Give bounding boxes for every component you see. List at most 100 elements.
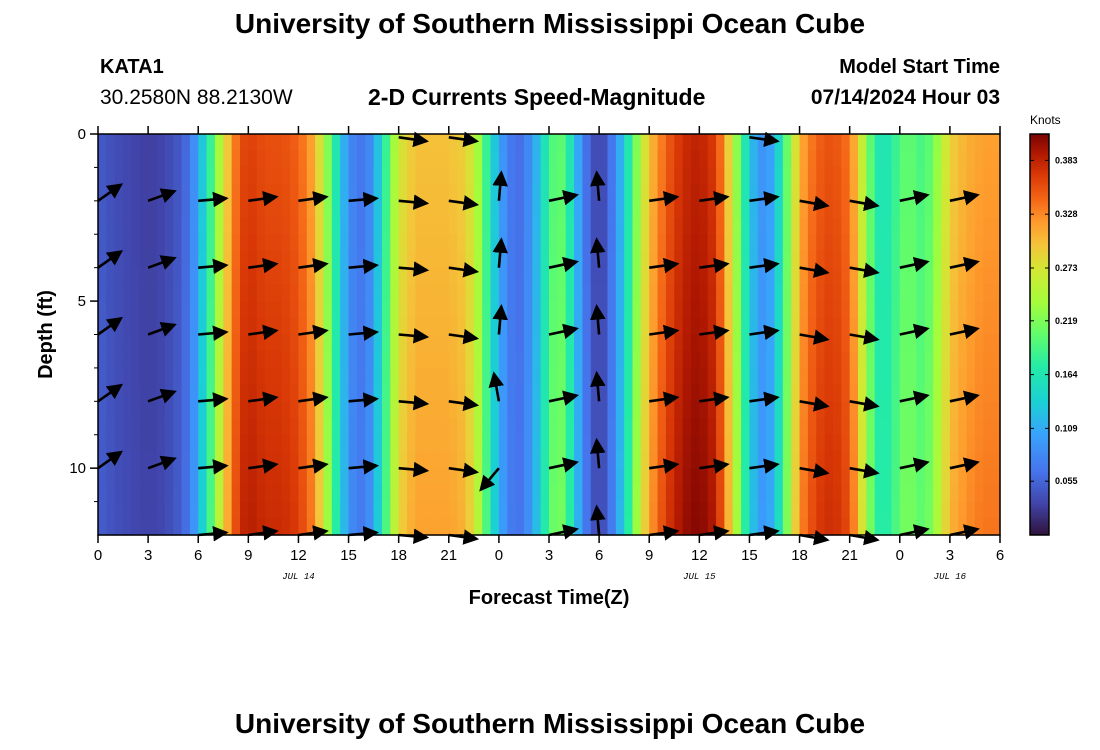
heatmap-cell — [340, 250, 350, 269]
heatmap-cell — [448, 484, 458, 503]
heatmap-cell — [916, 150, 926, 169]
heatmap-cell — [941, 384, 951, 402]
heatmap-cell — [540, 451, 550, 469]
heatmap-cell — [624, 518, 634, 536]
heatmap-cell — [206, 150, 216, 169]
heatmap-cell — [423, 250, 433, 269]
heatmap-cell — [248, 351, 258, 369]
heatmap-cell — [490, 451, 500, 469]
heatmap-cell — [239, 200, 249, 219]
current-vector — [448, 395, 480, 412]
heatmap-cell — [281, 267, 291, 285]
heatmap-cell — [791, 334, 801, 352]
heatmap-cell — [139, 418, 149, 436]
heatmap-cell — [690, 150, 700, 169]
heatmap-cell — [490, 351, 500, 369]
heatmap-cell — [290, 150, 300, 169]
heatmap-cell — [298, 367, 308, 386]
current-vector — [799, 329, 830, 345]
heatmap-cell — [423, 484, 433, 503]
heatmap-cell — [273, 334, 283, 352]
heatmap-cell — [98, 284, 107, 302]
heatmap-cell — [440, 484, 450, 503]
heatmap-cell — [866, 384, 876, 402]
heatmap-cell — [423, 418, 433, 436]
heatmap-cell — [231, 401, 241, 419]
heatmap-cell — [265, 200, 274, 219]
heatmap-cell — [782, 518, 792, 536]
heatmap-cell — [908, 334, 918, 352]
heatmap-cell — [298, 134, 308, 152]
heatmap-cell — [440, 217, 450, 235]
heatmap-cell — [381, 367, 391, 386]
heatmap-cell — [223, 501, 233, 519]
heatmap-cell — [432, 418, 442, 436]
heatmap-cell — [281, 468, 291, 486]
heatmap-cell — [398, 451, 408, 469]
heatmap-cell — [682, 167, 692, 185]
heatmap-cell — [265, 334, 274, 352]
heatmap-cell — [590, 468, 600, 486]
heatmap-cell — [206, 351, 216, 369]
heatmap-cell — [941, 217, 951, 235]
heatmap-cell — [649, 434, 659, 453]
current-vector — [548, 457, 579, 473]
heatmap-cell — [507, 334, 517, 352]
heatmap-cell — [131, 150, 141, 169]
heatmap-cell — [214, 401, 224, 419]
heatmap-cell — [331, 501, 341, 519]
heatmap-cell — [574, 334, 584, 352]
heatmap-cell — [106, 351, 116, 369]
heatmap-cell — [757, 334, 767, 352]
heatmap-cell — [941, 301, 951, 319]
heatmap-cell — [565, 134, 575, 152]
heatmap-cell — [407, 351, 416, 369]
heatmap-cell — [565, 267, 575, 285]
heatmap-cell — [607, 234, 617, 252]
heatmap-cell — [407, 384, 416, 402]
heatmap-cell — [791, 451, 801, 469]
heatmap-cell — [231, 317, 241, 336]
heatmap-cell — [331, 351, 341, 369]
heatmap-cell — [306, 250, 316, 269]
heatmap-cell — [390, 468, 400, 486]
heatmap-cell — [716, 468, 725, 486]
heatmap-cell — [724, 284, 734, 302]
heatmap-cell — [390, 167, 400, 185]
heatmap-cell — [741, 484, 751, 503]
colorbar-ramp — [1029, 133, 1050, 536]
heatmap-cell — [164, 200, 174, 219]
current-vector — [590, 304, 606, 335]
heatmap-cell — [373, 167, 383, 185]
heatmap-cell — [916, 317, 926, 336]
heatmap-cell — [707, 200, 717, 219]
heatmap-cell — [958, 184, 968, 202]
current-vector — [649, 190, 680, 207]
heatmap-cell — [690, 267, 700, 285]
heatmap-cell — [741, 250, 751, 269]
heatmap-cell — [498, 134, 508, 152]
heatmap-cell — [181, 451, 191, 469]
heatmap-cell — [782, 317, 792, 336]
heatmap-cell — [231, 250, 241, 269]
heatmap-cell — [490, 301, 500, 319]
heatmap-cell — [607, 468, 617, 486]
heatmap-cell — [498, 200, 508, 219]
heatmap-cell — [816, 167, 826, 185]
heatmap-cell — [139, 234, 149, 252]
heatmap-cell — [214, 468, 224, 486]
x-tick-label: 18 — [791, 547, 808, 564]
heatmap-cell — [348, 134, 358, 152]
heatmap-cell — [682, 501, 692, 519]
heatmap-cell — [239, 217, 249, 235]
heatmap-cell — [832, 384, 842, 402]
heatmap-cell — [290, 167, 300, 185]
heatmap-cell — [657, 267, 667, 285]
heatmap-cell — [782, 284, 792, 302]
heatmap-cell — [824, 367, 834, 386]
heatmap-cell — [331, 401, 341, 419]
heatmap-cell — [507, 150, 517, 169]
heatmap-cell — [131, 334, 141, 352]
heatmap-cell — [473, 134, 483, 152]
heatmap-cell — [298, 518, 308, 536]
